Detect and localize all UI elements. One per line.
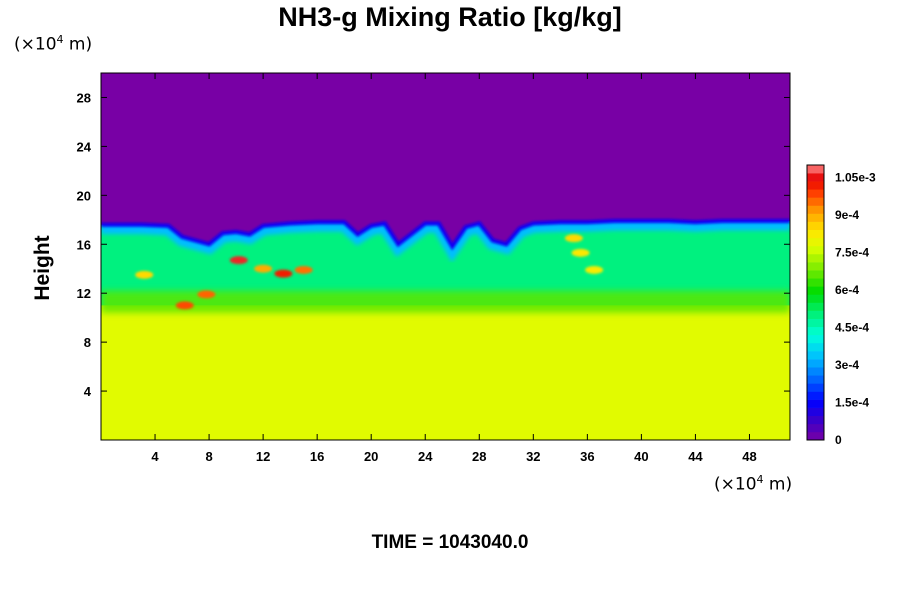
colorbar-band [807, 165, 824, 174]
y-tick-label: 12 [77, 286, 91, 301]
hotspot-4 [175, 301, 194, 310]
colorbar-band [807, 359, 824, 368]
colorbar-band [807, 375, 824, 384]
hotspot-8 [585, 265, 604, 274]
x-tick-label: 16 [310, 449, 324, 464]
x-tick-label: 44 [688, 449, 703, 464]
hotspot-1 [274, 269, 293, 278]
colorbar-band [807, 205, 824, 214]
colorbar-frame [806, 164, 825, 441]
hotspot-7 [571, 248, 590, 257]
plot-frame [100, 72, 791, 441]
colorbar-band [807, 189, 824, 198]
colorbar-label: 6e-4 [835, 283, 859, 297]
colorbar-band [807, 383, 824, 392]
colorbar-band [807, 270, 824, 279]
colorbar-band [807, 302, 824, 311]
colorbar-band [807, 253, 824, 263]
colorbar-label: 3e-4 [835, 358, 859, 372]
x-tick-label: 8 [205, 449, 212, 464]
colorbar-band [807, 237, 824, 247]
colorbar-band [807, 407, 824, 417]
colorbar-band [807, 213, 824, 222]
x-tick-label: 48 [742, 449, 756, 464]
colorbar-band [807, 294, 824, 303]
mixing-layer [101, 221, 790, 306]
y-tick-label: 8 [84, 335, 91, 350]
x-tick-label: 40 [634, 449, 648, 464]
colorbar-label: 1.5e-4 [835, 396, 869, 410]
colorbar-band [807, 326, 824, 336]
colorbar-band [807, 310, 824, 319]
y-axis-unit: (×104 m) [14, 33, 93, 55]
hotspot-6 [564, 234, 583, 243]
interface-edge [101, 219, 790, 251]
x-tick-label: 32 [526, 449, 540, 464]
colorbar-band [807, 423, 824, 433]
colorbar-band [807, 367, 824, 376]
colorbar-label: 7.5e-4 [835, 246, 869, 260]
colorbar-label: 0 [835, 433, 842, 447]
y-tick-label: 20 [77, 188, 91, 203]
plot-area [101, 73, 790, 440]
x-tick-label: 12 [256, 449, 270, 464]
x-tick-label: 36 [580, 449, 594, 464]
x-tick-label: 24 [418, 449, 433, 464]
colorbar-band [807, 221, 824, 231]
y-tick-label: 28 [77, 90, 91, 105]
colorbar-band [807, 229, 824, 239]
colorbar-band [807, 391, 824, 400]
y-tick-label: 16 [77, 237, 91, 252]
colorbar-band [807, 286, 824, 295]
y-tick-label: 4 [84, 384, 92, 399]
x-tick-label: 20 [364, 449, 378, 464]
hotspot-5 [135, 270, 154, 279]
colorbar-band [807, 197, 824, 206]
x-tick-label: 4 [151, 449, 159, 464]
y-tick-label: 24 [77, 139, 92, 154]
colorbar-band [807, 399, 824, 408]
colorbar-label: 1.05e-3 [835, 171, 876, 185]
hotspot-2 [294, 265, 313, 274]
time-label: TIME = 1043040.0 [371, 532, 529, 553]
colorbar-label: 9e-4 [835, 208, 859, 222]
chart-title: NH3-g Mixing Ratio [kg/kg] [278, 2, 622, 32]
x-axis: 4 8 12 16 20 24 28 32 36 40 44 48 [151, 73, 757, 464]
hotspot-0 [229, 256, 248, 265]
colorbar-band [807, 173, 824, 182]
colorbar-band [807, 181, 824, 190]
colorbar-band [807, 262, 824, 271]
colorbar-band [807, 334, 824, 344]
y-axis: 4 8 12 16 20 24 28 [77, 90, 790, 399]
interface-cyan-band [101, 216, 790, 263]
hotspot-9 [254, 264, 273, 273]
colorbar-band [807, 431, 824, 441]
colorbar: 0 1.5e-4 3e-4 4.5e-4 6e-4 7.5e-4 9e-4 1.05e-3 [806, 164, 876, 447]
colorbar-band [807, 415, 824, 425]
x-axis-unit: (×104 m) [714, 473, 793, 495]
upper-layer [101, 73, 790, 247]
colorbar-band [807, 351, 824, 360]
colorbar-band [807, 245, 824, 255]
mixing-fringe [101, 290, 790, 313]
colorbar-band [807, 342, 824, 352]
colorbar-band [807, 318, 824, 328]
hotspot-3 [197, 290, 216, 299]
x-tick-label: 28 [472, 449, 486, 464]
colorbar-label: 4.5e-4 [835, 321, 869, 335]
colorbar-band [807, 278, 824, 287]
